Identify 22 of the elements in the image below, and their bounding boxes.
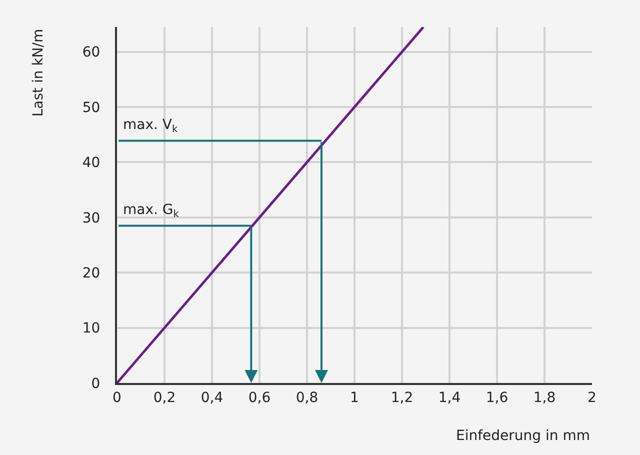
x-tick-label: 1,8 — [533, 390, 556, 406]
x-tick-label: 2 — [588, 390, 596, 406]
y-tick-label: 20 — [82, 266, 100, 282]
x-tick-label: 1,2 — [390, 390, 414, 406]
y-tick-label: 40 — [82, 155, 100, 172]
y-axis-title: Last in kN/m — [30, 28, 47, 117]
annotation: max. V$_{k}$ — [123, 117, 178, 135]
y-tick-label: 60 — [82, 44, 100, 61]
x-axis-title: Einfederung in mm — [456, 428, 590, 444]
x-tick-label: 1,4 — [438, 390, 461, 406]
x-tick-label: 1 — [350, 390, 359, 406]
x-tick-label: 0 — [112, 390, 122, 406]
y-tick-label: 50 — [82, 100, 100, 116]
x-tick-label: 0,8 — [296, 390, 318, 406]
x-tick-label: 0,2 — [153, 390, 176, 406]
x-tick-label: 0,4 — [200, 390, 224, 406]
y-tick-label: 30 — [82, 210, 100, 226]
annotation: max. G$_{k}$ — [123, 202, 180, 220]
y-tick-label: 0 — [91, 376, 100, 392]
x-tick-label: 0,6 — [248, 390, 271, 406]
y-tick-label: 10 — [82, 320, 100, 337]
x-tick-label: 1,6 — [486, 390, 508, 406]
